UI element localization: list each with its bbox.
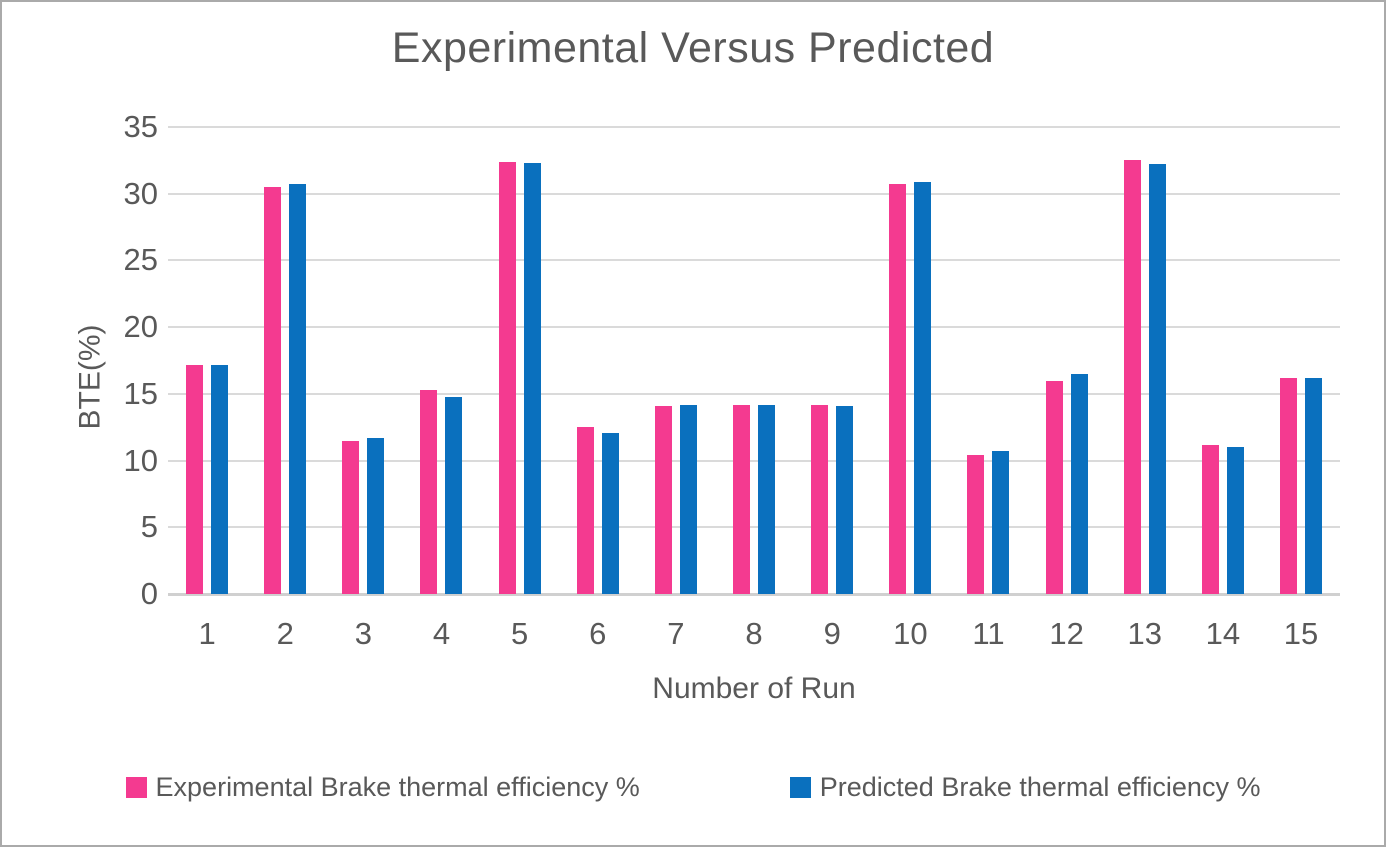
experimental-bar-run-1	[186, 364, 204, 594]
experimental-bar-run-7	[654, 405, 672, 594]
predicted-bar-run-1	[211, 364, 229, 594]
bar-group-run-4	[402, 127, 480, 594]
x-tick-label-3: 3	[354, 616, 372, 651]
bar-groups	[168, 127, 1340, 594]
chart-title: Experimental Versus Predicted	[391, 24, 995, 72]
gridline-35	[168, 126, 1340, 128]
bar-group-run-7	[637, 127, 715, 594]
gridline-20	[168, 326, 1340, 329]
bar-group-run-5	[481, 127, 559, 594]
x-tick-label-13: 13	[1127, 616, 1162, 651]
y-tick-label-30: 30	[123, 175, 158, 211]
x-tick-label-15: 15	[1283, 616, 1319, 651]
predicted-bar-run-5	[523, 163, 541, 594]
predicted-bar-run-6	[601, 432, 619, 594]
experimental-bar-run-2	[264, 187, 282, 594]
bar-group-run-15	[1262, 127, 1340, 594]
gridline-5	[168, 526, 1340, 529]
bar-group-run-9	[793, 127, 871, 594]
experimental-bar-run-15	[1280, 377, 1298, 594]
predicted-series-swatch	[789, 777, 811, 798]
y-tick-label-35: 35	[123, 109, 158, 144]
x-tick-label-7: 7	[667, 616, 685, 651]
experimental-bar-run-5	[498, 161, 516, 594]
experimental-bar-run-13	[1123, 160, 1141, 594]
bar-group-run-6	[559, 127, 637, 594]
x-tick-label-2: 2	[276, 616, 294, 651]
predicted-bar-run-10	[914, 181, 932, 594]
bar-group-run-13	[1106, 127, 1184, 594]
predicted-bar-run-15	[1305, 377, 1323, 594]
bar-group-run-1	[168, 127, 246, 594]
gridline-30	[168, 192, 1340, 195]
experimental-bar-run-6	[576, 427, 594, 594]
x-tick-label-11: 11	[972, 616, 1005, 651]
experimental-bar-run-11	[967, 455, 985, 594]
bar-group-run-11	[949, 127, 1027, 594]
experimental-bar-run-4	[420, 389, 438, 594]
predicted-bar-run-14	[1226, 447, 1244, 594]
predicted-series-label: Predicted Brake thermal efficiency %	[819, 772, 1261, 802]
predicted-bar-run-2	[289, 184, 307, 594]
bar-group-run-2	[246, 127, 324, 594]
y-tick-label-5: 5	[140, 509, 158, 545]
predicted-bar-run-7	[679, 404, 697, 594]
x-tick-label-14: 14	[1205, 616, 1241, 651]
experimental-bar-run-3	[342, 440, 360, 594]
plot-area	[168, 126, 1340, 596]
x-tick-label-8: 8	[745, 616, 763, 651]
x-axis-title: Number of Run	[652, 672, 856, 705]
x-tick-label-5: 5	[511, 616, 529, 651]
bar-group-run-12	[1028, 127, 1106, 594]
experimental-bar-run-9	[811, 404, 829, 594]
experimental-series-swatch	[125, 777, 147, 798]
x-tick-label-10: 10	[893, 616, 928, 651]
y-tick-label-25: 25	[123, 242, 158, 278]
y-tick-label-10: 10	[123, 442, 158, 478]
x-tick-label-6: 6	[589, 616, 607, 651]
predicted-bar-run-4	[445, 396, 463, 594]
predicted-bar-run-13	[1148, 164, 1166, 594]
x-tick-label-4: 4	[432, 616, 451, 651]
legend: Experimental Brake thermal efficiency % …	[0, 772, 1386, 803]
experimental-bar-run-14	[1201, 444, 1219, 594]
legend-entry-predicted: Predicted Brake thermal efficiency %	[789, 772, 1261, 803]
predicted-bar-run-12	[1070, 373, 1088, 594]
bar-group-run-14	[1184, 127, 1262, 594]
y-tick-label-20: 20	[123, 309, 158, 345]
gridline-10	[168, 459, 1340, 462]
experimental-bar-run-8	[733, 404, 751, 594]
bar-group-run-10	[871, 127, 949, 594]
x-axis-tick-labels: 1 2 3 4 5 6 7 8 9 10 11 12 13 14 15	[168, 616, 1340, 652]
experimental-bar-run-10	[889, 184, 907, 594]
bar-group-run-3	[324, 127, 402, 594]
y-tick-label-0: 0	[140, 576, 158, 611]
gridline-15	[168, 392, 1340, 395]
x-tick-label-9: 9	[823, 616, 841, 651]
x-tick-label-1: 1	[198, 616, 216, 651]
x-tick-label-12: 12	[1049, 616, 1084, 651]
predicted-bar-run-11	[992, 451, 1010, 594]
bar-group-run-8	[715, 127, 793, 594]
experimental-series-label: Experimental Brake thermal efficiency %	[155, 772, 640, 802]
x-axis-baseline	[168, 593, 1340, 596]
predicted-bar-run-8	[758, 404, 776, 594]
predicted-bar-run-3	[367, 437, 385, 594]
gridline-25	[168, 259, 1340, 262]
predicted-bar-run-9	[836, 405, 854, 594]
y-tick-label-15: 15	[123, 375, 158, 411]
y-axis-tick-labels: 0 5 10 15 20 25 30 35	[80, 109, 158, 611]
legend-entry-experimental: Experimental Brake thermal efficiency %	[125, 772, 640, 803]
experimental-bar-run-12	[1045, 380, 1063, 594]
